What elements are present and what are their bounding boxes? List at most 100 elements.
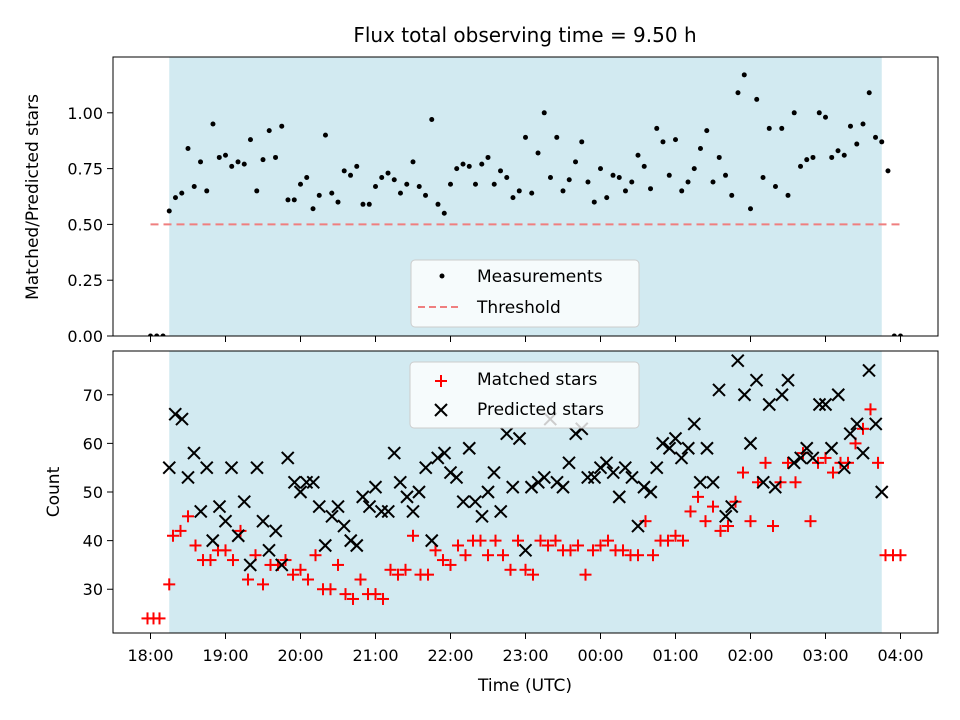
matched-star-point bbox=[669, 529, 682, 542]
measurement-point bbox=[766, 125, 772, 131]
y-tick-label: 30 bbox=[83, 580, 103, 599]
ratio-panel-legend: Measurements Threshold bbox=[410, 259, 640, 328]
measurement-point bbox=[260, 157, 266, 163]
predicted-star-point bbox=[862, 363, 876, 378]
measurement-point bbox=[416, 183, 422, 189]
legend-label-matched: Matched stars bbox=[477, 370, 597, 390]
predicted-star-point bbox=[599, 456, 614, 470]
measurement-point bbox=[316, 192, 322, 198]
measurement-point bbox=[879, 139, 885, 145]
measurement-point bbox=[172, 195, 178, 201]
predicted-star-point bbox=[625, 470, 639, 485]
predicted-star-point bbox=[831, 388, 845, 402]
y-tick-label: 40 bbox=[83, 532, 103, 551]
predicted-star-point bbox=[693, 475, 707, 489]
predicted-star-point bbox=[612, 490, 626, 504]
predicted-star-point bbox=[425, 533, 439, 548]
y-tick-label: 0.25 bbox=[67, 271, 103, 290]
matched-star-point bbox=[864, 403, 877, 416]
matched-star-point bbox=[632, 549, 644, 562]
predicted-star-point bbox=[400, 490, 414, 504]
matched-star-point bbox=[369, 588, 382, 601]
predicted-star-point bbox=[662, 441, 677, 455]
matched-star-point bbox=[354, 573, 367, 586]
predicted-star-point bbox=[475, 509, 489, 524]
predicted-star-point bbox=[794, 451, 808, 465]
measurement-point bbox=[860, 121, 866, 127]
predicted-star-point bbox=[243, 558, 257, 572]
predicted-star-point bbox=[850, 417, 864, 431]
matched-star-point bbox=[497, 549, 509, 562]
predicted-star-point bbox=[212, 499, 227, 514]
measurement-point bbox=[829, 154, 835, 160]
measurement-point bbox=[810, 154, 816, 160]
predicted-star-point bbox=[194, 504, 208, 519]
measurement-point bbox=[629, 179, 635, 185]
measurement-point bbox=[472, 181, 478, 187]
measurement-point bbox=[748, 206, 753, 212]
matched-star-point bbox=[602, 534, 614, 547]
measurement-point bbox=[585, 179, 591, 185]
measurement-point bbox=[816, 110, 822, 116]
x-tick-label: 04:00 bbox=[877, 646, 923, 665]
measurement-point bbox=[491, 181, 497, 187]
measurement-point bbox=[772, 183, 778, 189]
measurement-point bbox=[622, 188, 628, 194]
predicted-star-point bbox=[843, 426, 857, 441]
predicted-star-point bbox=[350, 538, 364, 553]
predicted-star-point bbox=[262, 543, 276, 558]
matched-star-point bbox=[594, 539, 607, 552]
measurement-point bbox=[148, 333, 153, 336]
predicted-star-point bbox=[218, 514, 233, 528]
predicted-star-point bbox=[250, 460, 264, 475]
predicted-star-point bbox=[869, 417, 883, 431]
matched-star-point bbox=[714, 524, 727, 537]
measurement-point bbox=[641, 163, 647, 169]
measurement-point bbox=[385, 170, 391, 176]
predicted-star-point bbox=[237, 495, 251, 509]
measurement-point bbox=[804, 157, 810, 163]
measurement-point bbox=[435, 201, 441, 207]
measurement-point bbox=[648, 186, 654, 192]
measurement-point bbox=[291, 197, 297, 203]
measurement-point bbox=[697, 146, 703, 152]
predicted-star-point bbox=[656, 436, 670, 451]
measurement-point bbox=[566, 177, 572, 183]
predicted-star-point bbox=[512, 431, 527, 446]
y-tick-label: 0.00 bbox=[67, 327, 103, 346]
predicted-star-point bbox=[818, 397, 833, 412]
measurement-point bbox=[304, 175, 310, 181]
measurement-point bbox=[429, 116, 435, 122]
matched-star-point bbox=[219, 544, 232, 557]
measurement-point bbox=[754, 96, 760, 102]
measurement-point bbox=[835, 148, 841, 154]
predicted-star-point bbox=[362, 499, 377, 514]
measurement-point bbox=[360, 201, 366, 207]
matched-star-point bbox=[519, 563, 532, 576]
predicted-star-point bbox=[787, 456, 801, 470]
ratio-panel-frame bbox=[112, 56, 939, 337]
matched-star-point bbox=[767, 520, 779, 533]
matched-star-point bbox=[257, 578, 269, 591]
matched-star-point bbox=[459, 549, 472, 562]
measurement-point bbox=[791, 110, 797, 116]
measurement-point bbox=[241, 161, 247, 167]
ratio-panel: 0.00 0.25 0.50 0.75 1.00 Matched/Predicted s… bbox=[23, 56, 939, 346]
predicted-star-point bbox=[537, 470, 551, 485]
predicted-star-point bbox=[312, 499, 326, 514]
predicted-star-point bbox=[812, 397, 827, 412]
matched-star-point bbox=[309, 549, 322, 562]
matched-star-point bbox=[189, 539, 202, 552]
measurement-point bbox=[254, 188, 260, 194]
measurement-point bbox=[523, 134, 528, 140]
y-tick-label: 0.50 bbox=[67, 215, 103, 234]
predicted-star-point bbox=[487, 465, 501, 480]
measurement-point bbox=[604, 195, 610, 201]
measurement-point bbox=[710, 179, 716, 185]
predicted-star-point bbox=[449, 470, 464, 485]
measurement-point bbox=[798, 163, 804, 169]
predicted-star-point bbox=[674, 451, 689, 465]
measurement-point bbox=[310, 206, 316, 212]
predicted-star-point bbox=[712, 383, 726, 397]
matched-star-point bbox=[437, 554, 449, 567]
